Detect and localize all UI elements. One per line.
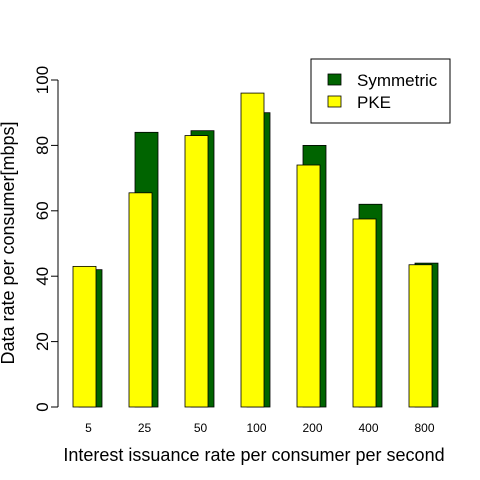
y-tick-label: 80 xyxy=(33,136,52,155)
legend-box xyxy=(310,58,451,124)
bar-pke xyxy=(128,192,153,408)
y-tick-label: 100 xyxy=(33,66,52,94)
bar-pke xyxy=(184,135,209,408)
bar-pke xyxy=(296,164,321,408)
x-tick-label: 100 xyxy=(246,421,266,435)
x-tick-label: 5 xyxy=(85,421,92,435)
bar-pke xyxy=(352,218,377,408)
legend-swatch-pke xyxy=(327,95,342,108)
y-axis: 0 20 40 60 80 100 xyxy=(33,66,59,412)
x-tick-label: 25 xyxy=(138,421,152,435)
legend: Symmetric PKE xyxy=(310,58,451,124)
y-tick-label: 0 xyxy=(33,402,52,411)
legend-label-symmetric: Symmetric xyxy=(357,71,438,90)
x-tick-label: 50 xyxy=(194,421,208,435)
bar-pke xyxy=(408,264,433,408)
x-axis-title: Interest issuance rate per consumer per … xyxy=(63,445,444,465)
bar-pke xyxy=(240,92,265,408)
bar-pke xyxy=(72,265,97,408)
x-tick-label: 400 xyxy=(358,421,378,435)
x-tick-label: 800 xyxy=(414,421,434,435)
y-tick-label: 20 xyxy=(33,332,52,351)
x-tick-labels: 5 25 50 100 200 400 800 xyxy=(85,421,435,435)
legend-label-pke: PKE xyxy=(357,93,391,112)
bars xyxy=(72,92,439,408)
y-tick-label: 40 xyxy=(33,267,52,286)
legend-swatch-symmetric xyxy=(327,73,342,86)
x-tick-label: 200 xyxy=(302,421,322,435)
y-tick-label: 60 xyxy=(33,201,52,220)
y-axis-title: Data rate per consumer[mbps] xyxy=(0,121,18,364)
